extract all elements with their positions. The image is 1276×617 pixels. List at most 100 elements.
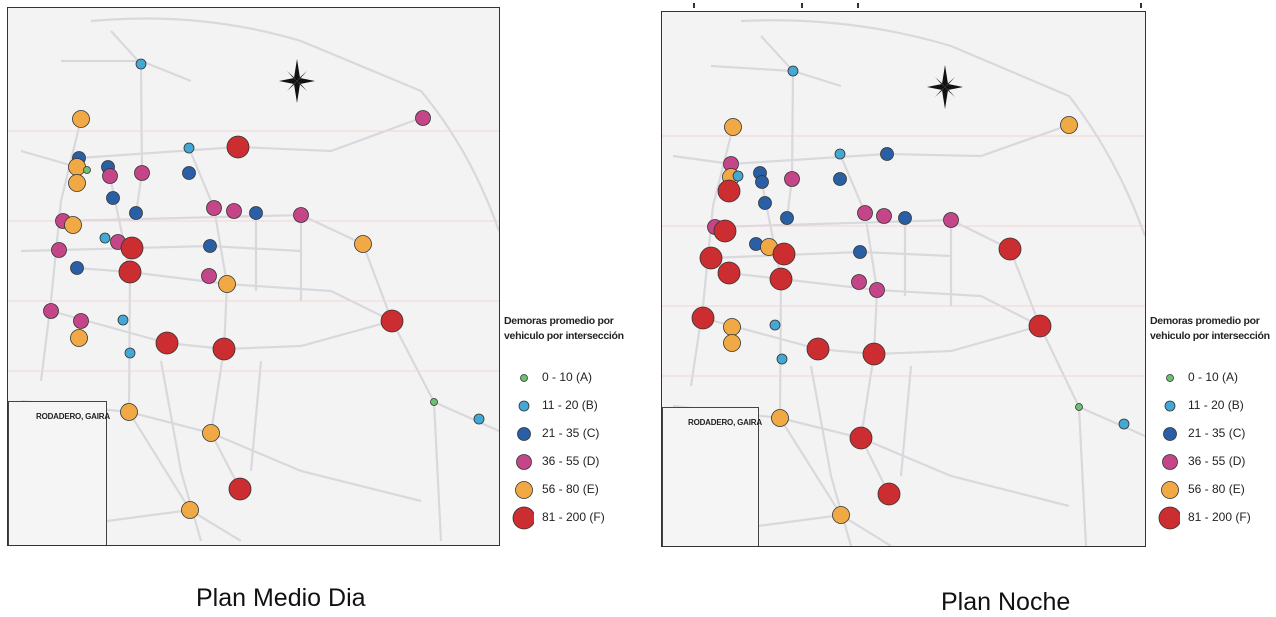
intersection-marker-B (787, 65, 799, 77)
intersection-marker-F (212, 337, 236, 361)
intersection-marker-F (226, 135, 250, 159)
intersection-marker-F (691, 306, 715, 330)
legend-swatch (1166, 374, 1174, 382)
intersection-marker-D (226, 203, 242, 219)
intersection-marker-D (943, 212, 959, 228)
legend-label: 81 - 200 (F) (1188, 510, 1251, 524)
intersection-marker-C (249, 206, 263, 220)
legend-swatch (512, 506, 534, 530)
intersection-marker-F (772, 242, 796, 266)
map-noche: RODADERO, GAIRA (661, 11, 1146, 547)
intersection-marker-F (380, 309, 404, 333)
legend-swatch (1163, 427, 1177, 441)
intersection-marker-C (853, 245, 867, 259)
legend-item: 21 - 35 (C) (504, 422, 634, 446)
intersection-marker-D (293, 207, 309, 223)
intersection-marker-D (102, 168, 118, 184)
road-network (8, 17, 499, 542)
intersection-marker-C (880, 147, 894, 161)
intersection-marker-B (135, 58, 147, 70)
legend-right: Demoras promedio por vehiculo por inters… (1150, 314, 1274, 544)
legend-label: 81 - 200 (F) (542, 510, 605, 524)
legend-item: 36 - 55 (D) (1150, 450, 1276, 474)
intersection-marker-B (732, 170, 744, 182)
legend-label: 0 - 10 (A) (542, 370, 593, 384)
intersection-marker-F (717, 261, 741, 285)
intersection-marker-E (202, 424, 220, 442)
intersection-marker-E (723, 318, 741, 336)
intersection-marker-B (124, 347, 136, 359)
legend-title: Demoras promedio por (504, 315, 614, 327)
legend-label: 36 - 55 (D) (542, 454, 600, 468)
intersection-marker-D (784, 171, 800, 187)
intersection-marker-C (203, 239, 217, 253)
legend-label: 21 - 35 (C) (1188, 426, 1246, 440)
tick-mark (801, 3, 803, 8)
legend-label: 11 - 20 (B) (542, 398, 598, 412)
intersection-marker-C (182, 166, 196, 180)
intersection-marker-B (769, 319, 781, 331)
legend-item: 36 - 55 (D) (504, 450, 634, 474)
map-caption: Plan Noche (941, 588, 1071, 616)
intersection-marker-F (713, 219, 737, 243)
legend-label: 56 - 80 (E) (1188, 482, 1245, 496)
intersection-marker-A (430, 398, 438, 406)
intersection-marker-F (228, 477, 252, 501)
intersection-marker-B (1118, 418, 1130, 430)
north-arrow-icon (927, 65, 963, 109)
legend-label: 11 - 20 (B) (1188, 398, 1244, 412)
intersection-marker-F (862, 342, 886, 366)
intersection-marker-F (155, 331, 179, 355)
intersection-marker-C (755, 175, 769, 189)
intersection-marker-F (877, 482, 901, 506)
intersection-marker-E (832, 506, 850, 524)
legend-swatch (1158, 506, 1180, 530)
intersection-marker-E (70, 329, 88, 347)
intersection-marker-D (869, 282, 885, 298)
legend-item: 11 - 20 (B) (504, 394, 634, 418)
intersection-marker-F (120, 236, 144, 260)
intersection-marker-B (117, 314, 129, 326)
intersection-markers (11, 58, 485, 529)
intersection-marker-A (1075, 403, 1083, 411)
intersection-marker-C (758, 196, 772, 210)
intersection-marker-F (699, 246, 723, 270)
intersection-marker-B (776, 353, 788, 365)
intersection-marker-C (70, 261, 84, 275)
intersection-marker-F (118, 260, 142, 284)
inset-label: RODADERO, GAIRA (36, 412, 110, 421)
intersection-marker-E (771, 409, 789, 427)
legend-swatch (516, 454, 532, 470)
legend-item: 11 - 20 (B) (1150, 394, 1276, 418)
intersection-marker-D (851, 274, 867, 290)
inset-label: RODADERO, GAIRA (688, 418, 762, 427)
tick-mark (693, 3, 695, 8)
legend-swatch (518, 400, 530, 412)
intersection-marker-E (68, 158, 86, 176)
legend-item: 56 - 80 (E) (1150, 478, 1276, 502)
legend-title: Demoras promedio por (1150, 315, 1260, 327)
intersection-marker-E (72, 110, 90, 128)
legend-label: 21 - 35 (C) (542, 426, 600, 440)
intersection-marker-B (834, 148, 846, 160)
legend-swatch (517, 427, 531, 441)
legend-item: 81 - 200 (F) (504, 506, 634, 530)
legend-title: vehiculo por intersección (1150, 330, 1270, 342)
intersection-marker-E (64, 216, 82, 234)
intersection-marker-D (51, 242, 67, 258)
intersection-marker-E (354, 235, 372, 253)
intersection-marker-F (717, 179, 741, 203)
intersection-marker-D (415, 110, 431, 126)
tick-mark (1140, 3, 1142, 8)
legend-swatch (1162, 454, 1178, 470)
intersection-marker-C (780, 211, 794, 225)
legend-label: 0 - 10 (A) (1188, 370, 1239, 384)
intersection-marker-F (1028, 314, 1052, 338)
intersection-marker-C (106, 191, 120, 205)
inset-box (8, 401, 107, 545)
legend-swatch (520, 374, 528, 382)
legend-title: vehiculo por intersección (504, 330, 624, 342)
intersection-marker-E (68, 174, 86, 192)
intersection-marker-D (134, 165, 150, 181)
legend-swatch (1164, 400, 1176, 412)
